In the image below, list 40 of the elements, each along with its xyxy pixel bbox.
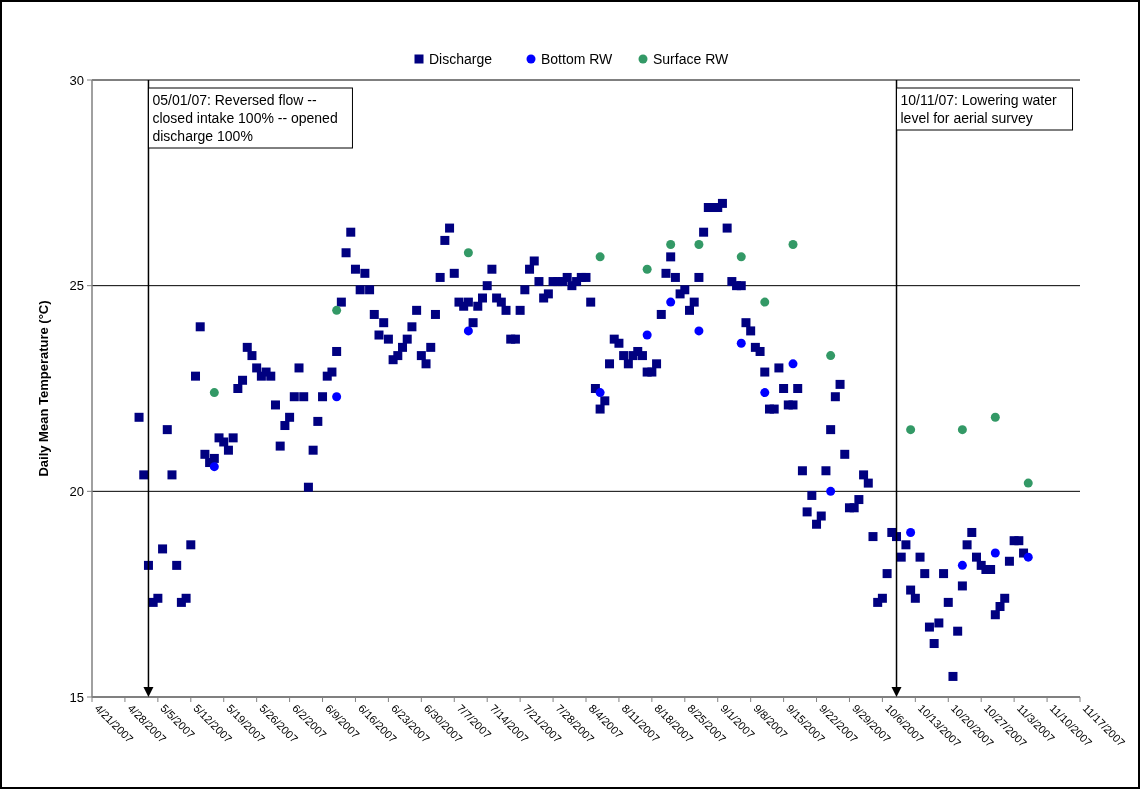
point (332, 392, 342, 402)
point (642, 330, 652, 340)
point (463, 326, 473, 336)
point (694, 326, 704, 336)
ref-line-label: 10/11/07: Lowering water level for aerial survey (900, 92, 1058, 126)
point (760, 388, 770, 398)
point (595, 252, 605, 262)
y-tick-label: 20 (69, 483, 84, 499)
point (595, 388, 605, 398)
point (906, 527, 916, 537)
point (788, 359, 798, 369)
legend-label: Discharge (429, 50, 493, 67)
point (209, 388, 219, 398)
point (990, 412, 1000, 422)
point (990, 548, 1000, 558)
legend-label: Surface RW (653, 50, 729, 67)
point (906, 425, 916, 435)
point (826, 486, 836, 496)
y-tick-label: 15 (69, 689, 84, 705)
point (642, 264, 652, 274)
point (694, 240, 704, 250)
y-tick-label: 30 (69, 72, 84, 88)
point (1023, 552, 1033, 562)
point (736, 338, 746, 348)
point (666, 297, 676, 307)
point (736, 252, 746, 262)
point (463, 248, 473, 258)
point (957, 425, 967, 435)
point (1023, 478, 1033, 488)
y-axis-title: Daily Mean Temperature (°C) (36, 300, 51, 477)
ref-line-label: 05/01/07: Reversed flow -- closed intake 100% -- opened discharge 100% (152, 92, 338, 144)
y-tick-label: 25 (69, 278, 84, 294)
legend-label: Bottom RW (541, 50, 614, 67)
point (826, 351, 836, 361)
point (209, 462, 219, 472)
point (788, 240, 798, 250)
point (957, 560, 967, 570)
point (760, 297, 770, 307)
point (666, 240, 676, 250)
point (332, 305, 342, 315)
